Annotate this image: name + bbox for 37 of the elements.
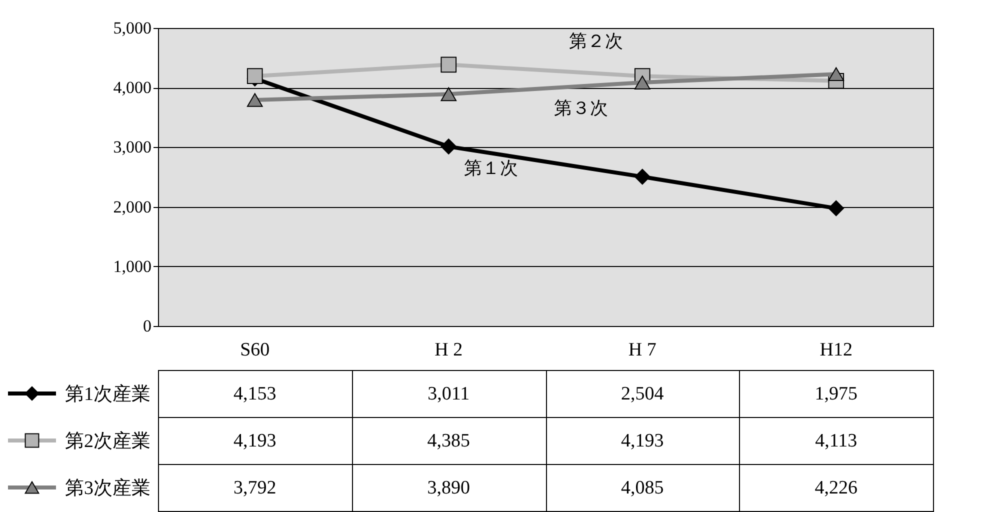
data-label: 4,193 (234, 430, 276, 452)
x-tick-label: H 2 (434, 340, 463, 360)
data-label: 2,504 (621, 384, 664, 404)
point (634, 168, 650, 185)
y-tick-label: 2,000 (113, 197, 152, 216)
annotation: 第３次 (554, 98, 608, 118)
point (634, 76, 650, 90)
point (828, 200, 844, 216)
legend-label: 第2次産業 (65, 430, 150, 452)
data-label: 1,975 (814, 384, 858, 404)
x-tick-label: H 7 (628, 340, 656, 360)
data-label: 4,153 (234, 384, 276, 404)
data-label: 4,085 (621, 478, 664, 498)
y-tick-label: 3,000 (113, 138, 152, 157)
data-label: 3,792 (234, 478, 276, 498)
data-label: 3,011 (428, 384, 470, 404)
data-label: 3,890 (427, 478, 470, 498)
x-tick-label: S60 (240, 340, 270, 360)
point (246, 68, 263, 84)
point (246, 93, 263, 107)
data-label: 4,226 (814, 478, 858, 498)
y-tick-label: 1,000 (113, 256, 152, 276)
data-label: 4,113 (815, 430, 858, 452)
y-tick-label: 5,000 (113, 18, 152, 38)
legend-label: 第3次産業 (65, 477, 150, 499)
y-tick-label: 4,000 (113, 78, 152, 98)
annotation: 第２次 (569, 31, 623, 51)
point (440, 87, 457, 102)
data-label: 4,193 (621, 430, 664, 452)
point (440, 56, 457, 73)
point (440, 138, 457, 154)
legend-label: 第1次産業 (65, 383, 150, 405)
y-tick-label: 0 (143, 316, 152, 336)
annotation: 第１次 (464, 158, 518, 178)
x-tick-label: H12 (820, 340, 852, 360)
point (828, 67, 844, 82)
data-label: 4,385 (427, 430, 470, 452)
